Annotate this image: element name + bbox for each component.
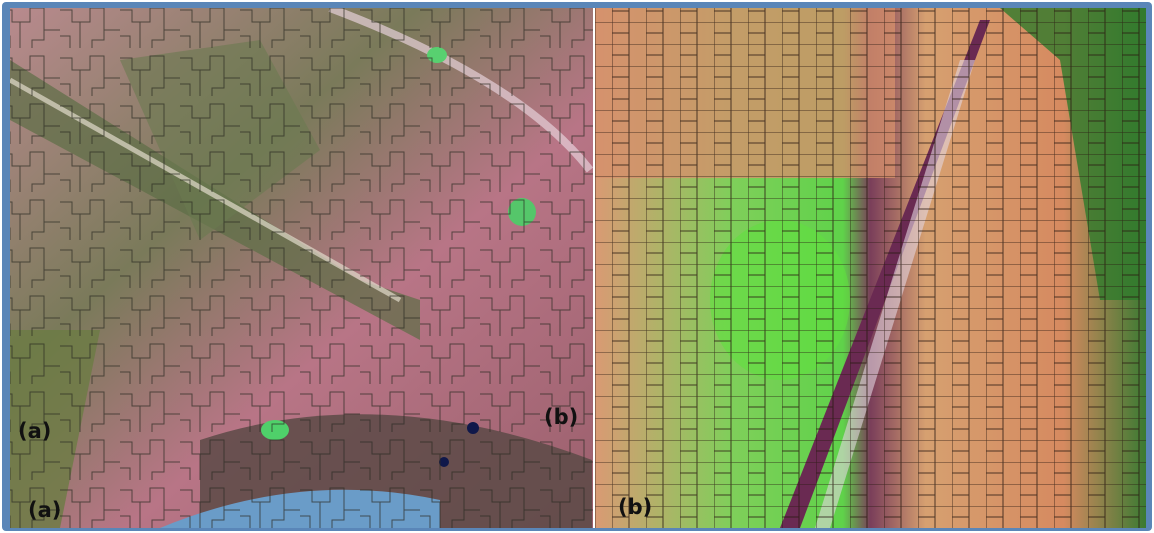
- page: (a) (a) (b) (b) (() => { const data = JS…: [0, 0, 1154, 533]
- panel-a-image: [10, 8, 593, 528]
- panel-label: (a): [28, 498, 61, 522]
- panel-b-image: [595, 8, 1146, 528]
- figure: (a) (a) (b) (b): [0, 0, 1154, 533]
- panel-label: (b): [544, 405, 578, 429]
- panel-label: (a): [18, 419, 51, 443]
- panel-label: (b): [618, 495, 652, 519]
